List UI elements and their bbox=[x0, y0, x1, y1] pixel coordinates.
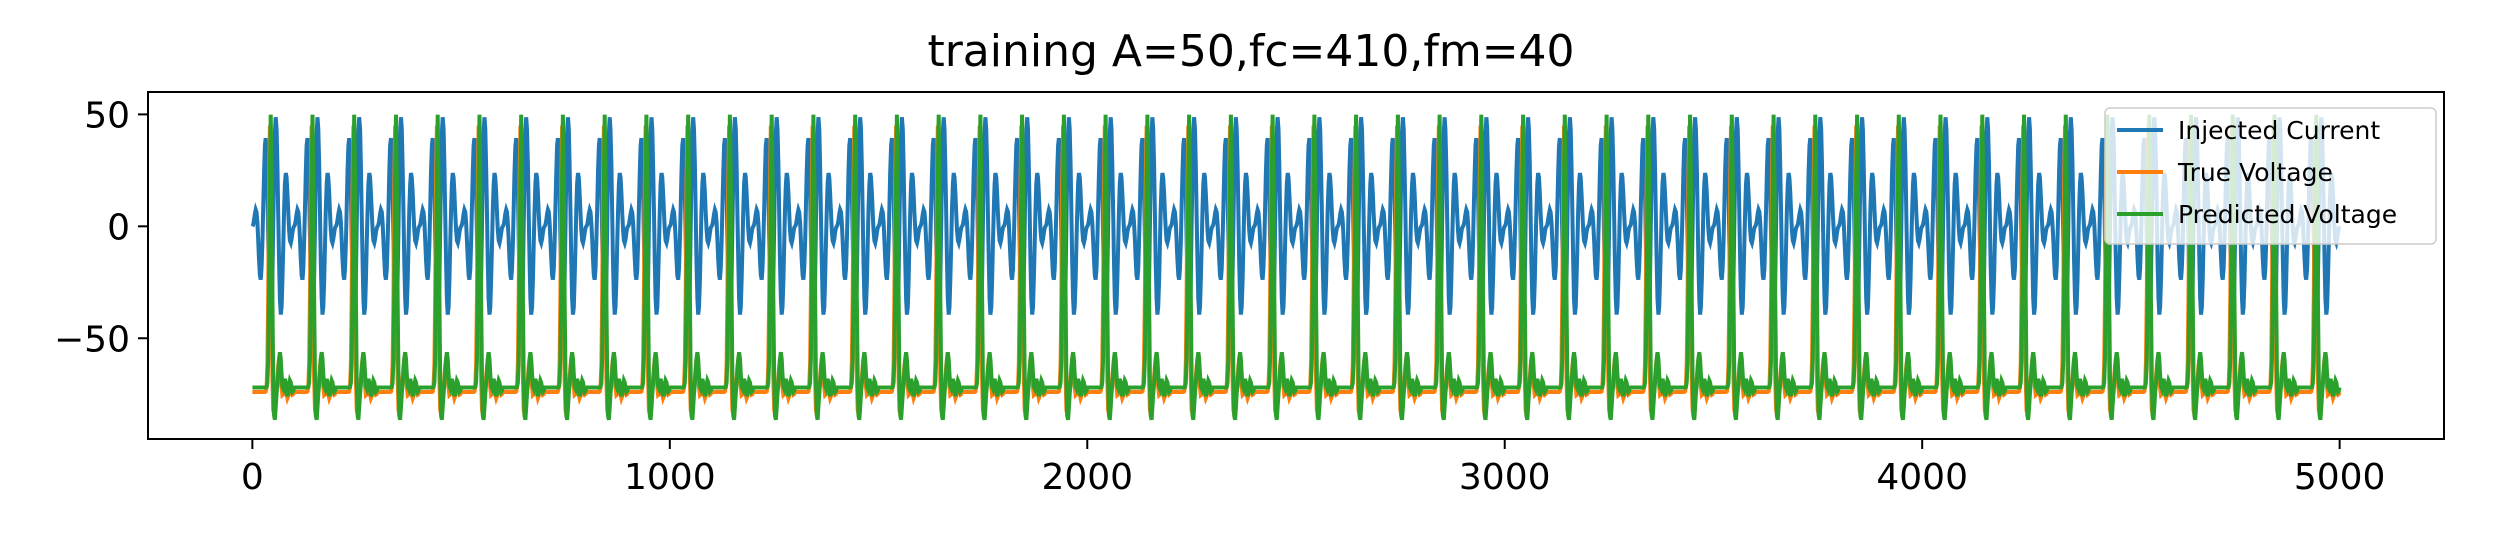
legend: Injected Current True Voltage Predicted Vo… bbox=[2104, 107, 2437, 245]
x-tick-label: 0 bbox=[241, 457, 264, 498]
y-tick-label: −50 bbox=[54, 319, 130, 360]
plot-frame bbox=[147, 91, 2445, 440]
legend-box bbox=[2104, 107, 2437, 245]
series-layer bbox=[250, 114, 2342, 421]
x-tick-label: 4000 bbox=[1876, 457, 1968, 498]
y-tick-label: 0 bbox=[107, 207, 130, 248]
y-axis: 50 0 −50 bbox=[54, 95, 148, 360]
y-tick-label: 50 bbox=[84, 95, 130, 136]
legend-entry: Predicted Voltage bbox=[2178, 200, 2397, 229]
series-line-injected-current bbox=[250, 117, 2342, 336]
legend-entry: Injected Current bbox=[2178, 116, 2380, 145]
legend-entry: True Voltage bbox=[2177, 158, 2333, 187]
x-axis: 0 1000 2000 3000 4000 5000 bbox=[241, 439, 2386, 498]
chart-title: training A=50,fc=410,fm=40 bbox=[927, 26, 1574, 77]
x-tick-label: 2000 bbox=[1041, 457, 1133, 498]
x-tick-label: 5000 bbox=[2294, 457, 2386, 498]
x-tick-label: 3000 bbox=[1459, 457, 1551, 498]
x-tick-label: 1000 bbox=[624, 457, 716, 498]
series-line-predicted-voltage bbox=[252, 114, 2342, 421]
